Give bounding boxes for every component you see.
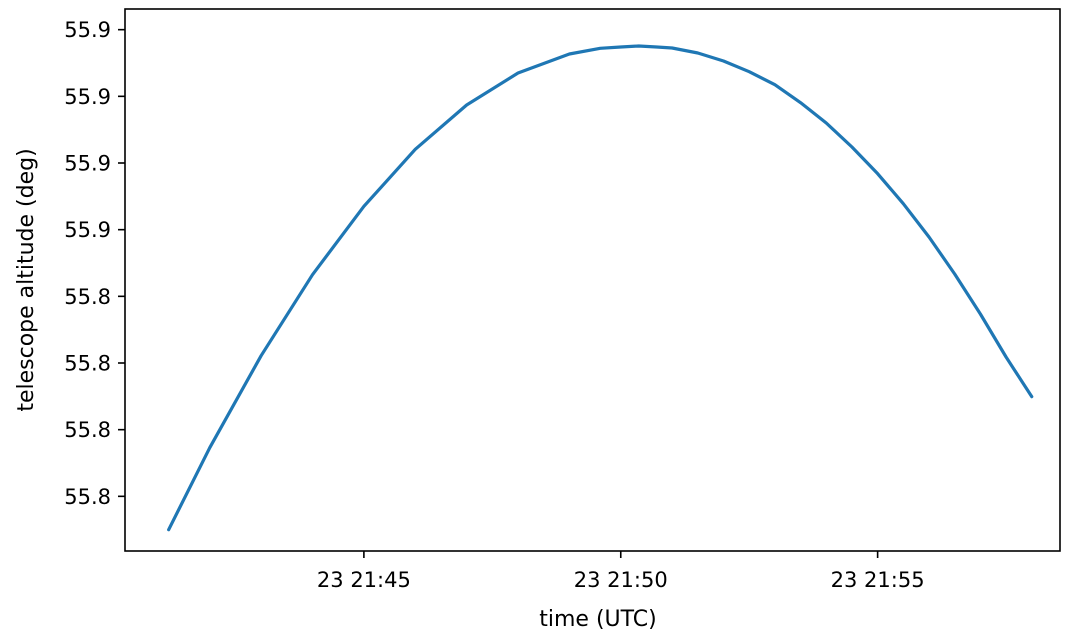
y-axis-title: telescope altitude (deg) xyxy=(14,148,39,411)
y-axis: 55.8 55.8 55.8 55.8 55.9 55.9 55.9 55.9 xyxy=(64,18,125,509)
plot-area xyxy=(124,8,1061,552)
x-tick-label: 23 21:55 xyxy=(831,568,925,592)
y-tick-label: 55.9 xyxy=(64,18,111,42)
series-line-0 xyxy=(167,44,1034,532)
plot-frame xyxy=(124,8,1061,552)
x-tick-label: 23 21:45 xyxy=(317,568,411,592)
y-tick-label: 55.8 xyxy=(64,485,111,509)
x-axis-title: time (UTC) xyxy=(539,607,656,632)
y-tick-label: 55.9 xyxy=(64,85,111,109)
y-tick-label: 55.8 xyxy=(64,285,111,309)
x-tick-label: 23 21:50 xyxy=(574,568,668,592)
x-axis: 23 21:45 23 21:50 23 21:55 xyxy=(317,551,925,592)
y-tick-label: 55.9 xyxy=(64,152,111,176)
y-tick-label: 55.8 xyxy=(64,352,111,376)
y-tick-label: 55.8 xyxy=(64,418,111,442)
y-tick-label: 55.9 xyxy=(64,218,111,242)
